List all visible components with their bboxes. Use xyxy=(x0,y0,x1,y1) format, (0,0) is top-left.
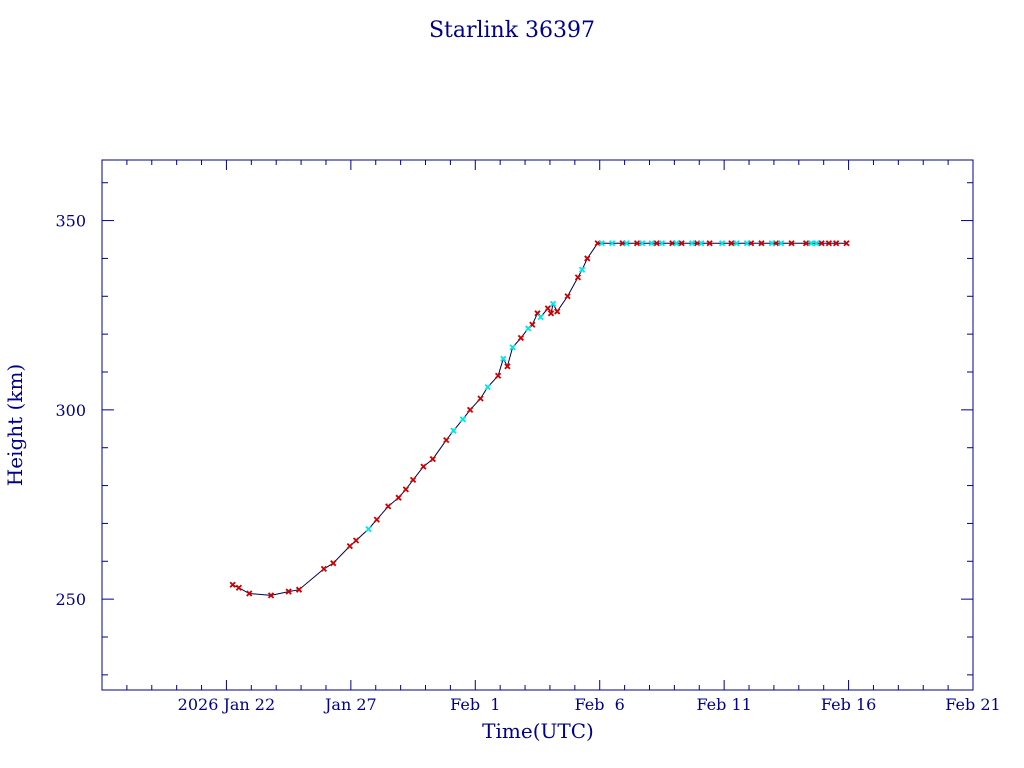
y-axis-label: Height (km) xyxy=(3,364,27,486)
data-point xyxy=(267,592,275,599)
x-tick-label: Jan 27 xyxy=(323,695,377,714)
x-tick-label: Feb 21 xyxy=(945,695,1000,714)
data-point xyxy=(728,240,735,247)
data-point xyxy=(402,486,409,493)
data-point xyxy=(330,560,337,567)
data-point xyxy=(678,240,685,247)
data-point xyxy=(235,584,243,591)
data-point xyxy=(547,310,555,317)
data-point xyxy=(578,266,586,273)
y-tick-labels: 250 300 350 xyxy=(55,212,86,610)
height-trend-line xyxy=(232,242,847,596)
x-tick-label: Feb 11 xyxy=(696,695,751,714)
data-point xyxy=(352,537,360,544)
data-point xyxy=(295,586,303,593)
data-point xyxy=(450,427,457,434)
data-point xyxy=(500,355,507,362)
plot-frame xyxy=(101,159,974,691)
x-tick-label: Feb 16 xyxy=(821,695,876,714)
data-point xyxy=(525,325,532,332)
x-axis-label: Time(UTC) xyxy=(482,719,594,743)
data-point xyxy=(843,240,850,247)
data-point xyxy=(544,305,552,312)
data-point xyxy=(395,494,402,501)
data-point xyxy=(574,274,582,281)
data-point xyxy=(818,240,825,247)
data-point xyxy=(365,525,372,533)
y-tick-label: 250 xyxy=(55,590,86,609)
data-point xyxy=(808,240,815,247)
data-point xyxy=(320,565,328,572)
data-point xyxy=(554,308,561,315)
data-point xyxy=(813,240,820,247)
data-point xyxy=(246,590,253,597)
data-point xyxy=(385,503,392,510)
data-point xyxy=(285,588,292,595)
data-markers xyxy=(229,240,850,599)
data-point xyxy=(517,334,525,342)
data-point xyxy=(768,240,775,247)
data-point xyxy=(409,476,417,484)
data-point xyxy=(584,255,591,262)
data-point xyxy=(477,395,484,402)
data-point xyxy=(758,240,765,247)
data-point xyxy=(504,363,511,370)
data-point xyxy=(564,293,571,300)
y-tick-label: 350 xyxy=(55,212,86,231)
y-tick-label: 300 xyxy=(55,401,86,420)
data-point xyxy=(743,240,751,247)
data-point xyxy=(466,406,474,413)
data-point xyxy=(373,516,380,523)
data-point xyxy=(718,240,726,247)
data-point xyxy=(733,240,740,247)
data-point xyxy=(537,313,544,321)
data-point xyxy=(698,240,705,247)
data-point xyxy=(648,240,655,247)
data-point xyxy=(825,240,833,247)
data-point xyxy=(346,543,353,550)
data-point xyxy=(706,240,713,247)
data-point xyxy=(653,240,660,247)
data-point xyxy=(459,416,466,423)
data-point xyxy=(778,240,785,247)
data-point xyxy=(229,581,236,588)
axis-ticks xyxy=(101,160,974,690)
data-point xyxy=(484,384,491,391)
data-point xyxy=(509,344,516,351)
data-point xyxy=(688,240,696,247)
x-tick-label: Feb 6 xyxy=(575,695,625,714)
data-point xyxy=(639,240,646,247)
data-point xyxy=(609,240,616,247)
x-tick-labels: 2026 Jan 22 Jan 27 Feb 1 Feb 6 Feb 11 Feb 16 F… xyxy=(178,695,1001,714)
data-point xyxy=(802,240,810,247)
x-tick-label: 2026 Jan 22 xyxy=(178,695,276,714)
data-point xyxy=(598,240,605,247)
data-point xyxy=(832,240,840,247)
data-point xyxy=(658,240,666,247)
data-point xyxy=(420,463,427,470)
data-point xyxy=(429,455,436,463)
chart-title: Starlink 36397 xyxy=(429,18,595,43)
data-point xyxy=(633,240,641,247)
data-point xyxy=(623,240,630,247)
data-point xyxy=(673,240,680,247)
data-point xyxy=(549,300,557,307)
data-point xyxy=(788,240,795,247)
x-tick-label: Feb 1 xyxy=(450,695,500,714)
data-point xyxy=(443,437,450,444)
data-point xyxy=(494,372,502,379)
